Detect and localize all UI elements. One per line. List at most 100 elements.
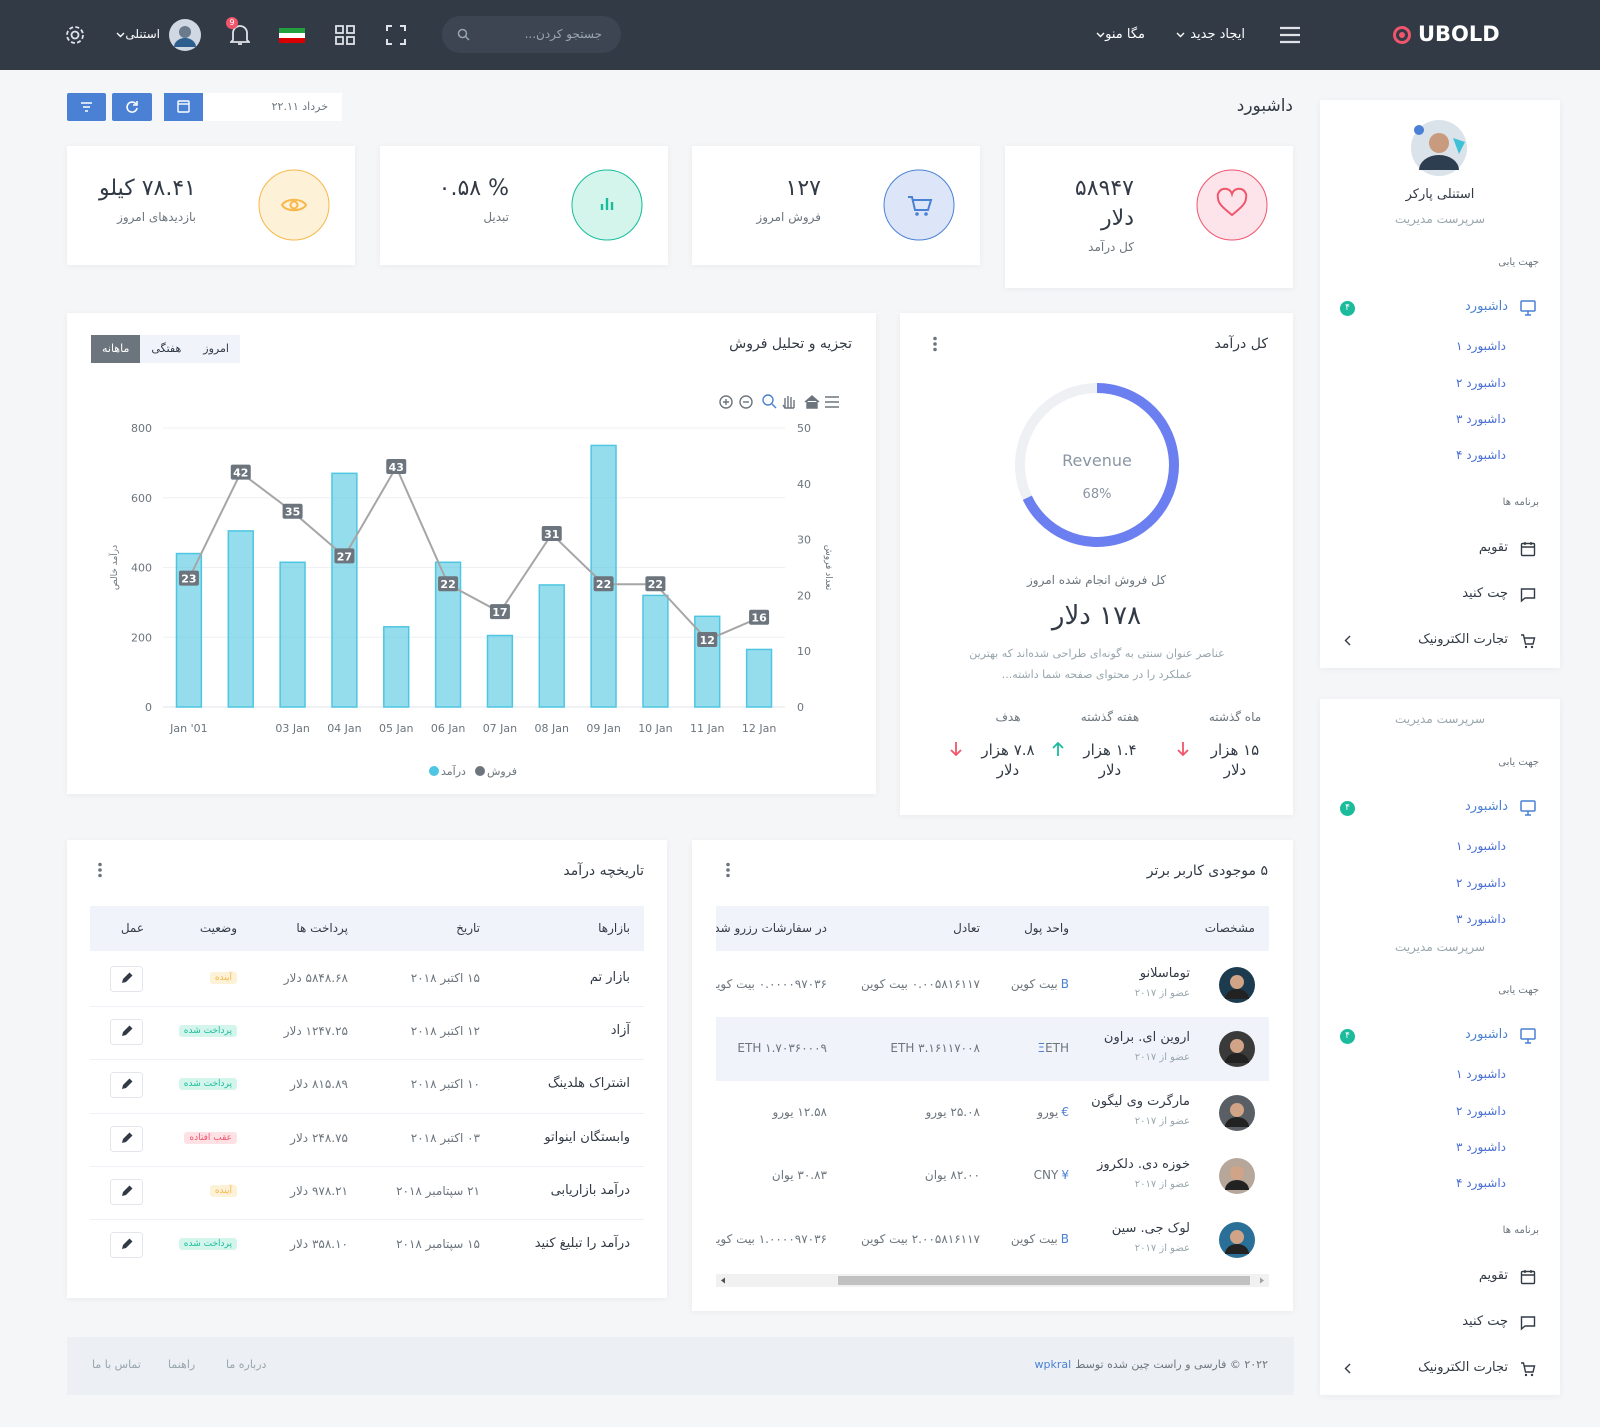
nav-dashboard[interactable]: داشبورد bbox=[1465, 799, 1508, 814]
date-picker[interactable]: خرداد ۲۲.۱۱ bbox=[203, 93, 342, 121]
app-item[interactable]: تجارت الکترونیک bbox=[1418, 1360, 1508, 1375]
app-item[interactable]: تجارت الکترونیک bbox=[1418, 632, 1508, 647]
stat-icon bbox=[883, 169, 955, 241]
chevron bbox=[1344, 635, 1351, 646]
search-box[interactable]: جستجو کردن... bbox=[442, 16, 621, 53]
user-name[interactable]: استنلی bbox=[125, 27, 160, 41]
icon bbox=[1196, 169, 1268, 241]
nav-dashboard[interactable]: داشبورد bbox=[1465, 1027, 1508, 1042]
icon-part bbox=[1344, 635, 1351, 646]
tab[interactable]: ماهانه bbox=[91, 335, 141, 363]
sidebar: استنلی پارکر سرپرست مدیریت جهت یابی داشبورد… bbox=[1320, 100, 1560, 668]
icon bbox=[1411, 120, 1467, 176]
card-menu[interactable] bbox=[97, 862, 103, 878]
icon-part bbox=[1230, 1230, 1244, 1245]
footer-link[interactable]: راهنما bbox=[168, 1358, 196, 1371]
tab[interactable]: هفتگی bbox=[151, 342, 182, 355]
icon bbox=[169, 19, 201, 51]
apps-icon[interactable] bbox=[335, 25, 355, 45]
icon-part bbox=[1520, 542, 1536, 557]
nav-subitem[interactable]: داشبورد ۴ bbox=[1456, 448, 1506, 462]
y2-tick-label: 50 bbox=[797, 422, 811, 435]
card-menu[interactable] bbox=[932, 336, 938, 352]
app-item[interactable]: چت کنید bbox=[1462, 586, 1508, 601]
nav-subitem[interactable]: داشبورد ۳ bbox=[1456, 912, 1506, 926]
tab[interactable]: امروز bbox=[203, 342, 229, 355]
reserved: ۱.۰۰۰۰۹۷۰۳۶ بیت کوین bbox=[716, 1232, 827, 1247]
author-link[interactable]: wpkral bbox=[1034, 1358, 1072, 1371]
bar bbox=[279, 561, 306, 708]
icon bbox=[1344, 1363, 1351, 1374]
icon-part bbox=[1344, 1363, 1351, 1374]
icon-part bbox=[174, 38, 196, 47]
icon bbox=[1219, 1030, 1255, 1067]
nav-subitem[interactable]: داشبورد ۳ bbox=[1456, 1140, 1506, 1154]
icon-part bbox=[838, 1276, 1250, 1285]
nav-title: جهت یابی bbox=[1498, 757, 1539, 768]
nav-subitem[interactable]: داشبورد ۱ bbox=[1456, 339, 1506, 353]
settings-icon[interactable] bbox=[64, 24, 86, 46]
icon-part bbox=[1399, 32, 1405, 38]
nav-subitem[interactable]: داشبورد ۱ bbox=[1456, 1067, 1506, 1081]
market: وابستگان اینواتو bbox=[544, 1129, 630, 1145]
edit-button[interactable] bbox=[110, 1232, 143, 1258]
user-avatar bbox=[1219, 1094, 1255, 1131]
notification-bell[interactable] bbox=[228, 24, 252, 46]
edit-button[interactable] bbox=[110, 1178, 143, 1205]
stat-value: ۷.۸ هزار دلار bbox=[981, 741, 1035, 779]
menu-toggle[interactable] bbox=[1279, 26, 1301, 44]
language-flag[interactable] bbox=[279, 28, 305, 43]
user-role: سرپرست مدیریت bbox=[1394, 212, 1486, 226]
footer-link[interactable]: تماس با ما bbox=[92, 1358, 141, 1371]
filter-button[interactable] bbox=[67, 93, 106, 121]
edit-button[interactable] bbox=[110, 1125, 143, 1152]
edit-button[interactable] bbox=[110, 966, 143, 992]
nav-subitem[interactable]: داشبورد ۴ bbox=[1456, 1176, 1506, 1190]
x-tick-label: 04 Jan bbox=[327, 722, 361, 735]
currency: Bبیت کوین bbox=[1011, 1232, 1069, 1246]
revenue-history-card: تاریخچه درآمد بازارها تاریخ پرداخت ها وضعیت ع… bbox=[67, 840, 667, 1298]
data-label-box bbox=[541, 526, 562, 542]
data-label-box bbox=[230, 464, 251, 480]
user-avatar bbox=[1219, 1158, 1255, 1195]
icon-part bbox=[950, 742, 962, 757]
icon-part bbox=[116, 32, 125, 38]
data-label: 31 bbox=[544, 528, 559, 541]
icon-part bbox=[1230, 1038, 1244, 1053]
nav-dashboard[interactable]: داشبورد bbox=[1465, 299, 1508, 314]
user-avatar[interactable] bbox=[169, 19, 201, 51]
refresh-button[interactable] bbox=[112, 93, 152, 121]
column-header: در سفارشات رزرو شده bbox=[716, 921, 827, 935]
edit-button[interactable] bbox=[110, 1072, 143, 1099]
nav-subitem[interactable]: داشبورد ۳ bbox=[1456, 412, 1506, 426]
status-badge: پرداخت شده bbox=[178, 1078, 237, 1091]
nav-menu[interactable]: ایجاد جدید bbox=[1190, 27, 1245, 42]
card-menu[interactable] bbox=[725, 862, 731, 878]
member-since: عضو از ۲۰۱۷ bbox=[1134, 1051, 1190, 1063]
stat-label: کل درآمد bbox=[1088, 240, 1134, 254]
scrollbar[interactable] bbox=[716, 1274, 1269, 1287]
edit-button[interactable] bbox=[110, 1019, 143, 1046]
nav-menu[interactable]: مگا منو bbox=[1105, 27, 1145, 42]
app-item[interactable]: چت کنید bbox=[1462, 1314, 1508, 1329]
icon-part bbox=[386, 25, 406, 45]
nav-subitem[interactable]: داشبورد ۲ bbox=[1456, 376, 1506, 390]
fullscreen-icon[interactable] bbox=[386, 25, 406, 45]
app-item[interactable]: تقویم bbox=[1478, 1268, 1508, 1283]
icon-part bbox=[122, 1238, 133, 1249]
nav-subitem[interactable]: داشبورد ۲ bbox=[1456, 876, 1506, 890]
revenue-donut: Revenue 68% bbox=[1015, 383, 1179, 547]
calendar-button[interactable] bbox=[164, 93, 203, 121]
nav-subitem[interactable]: داشبورد ۱ bbox=[1456, 839, 1506, 853]
icon-part bbox=[1521, 634, 1536, 645]
market: درآمد را تبلیغ کنید bbox=[534, 1236, 630, 1251]
y-tick-label: 400 bbox=[131, 562, 152, 575]
nav-icon bbox=[1520, 300, 1536, 316]
icon bbox=[933, 336, 937, 352]
icon-part bbox=[726, 868, 730, 872]
app-item[interactable]: تقویم bbox=[1478, 540, 1508, 555]
footer-link[interactable]: درباره ما bbox=[226, 1358, 267, 1371]
nav-subitem[interactable]: داشبورد ۲ bbox=[1456, 1104, 1506, 1118]
reset-zoom bbox=[804, 395, 820, 409]
stat-label: ماه گذشته bbox=[1208, 710, 1262, 724]
